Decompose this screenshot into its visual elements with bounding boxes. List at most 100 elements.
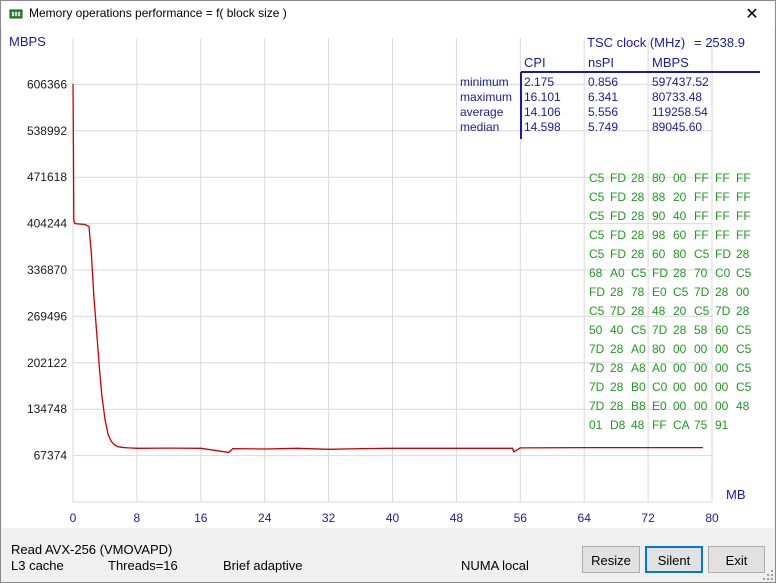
title-bar[interactable]: Memory operations performance = f( block… — [1, 1, 775, 28]
hex-byte: C5 — [589, 209, 605, 223]
hex-byte: FF — [715, 209, 730, 223]
hex-byte: 60 — [715, 323, 729, 337]
hex-byte: 48 — [736, 399, 750, 413]
hex-byte: 00 — [673, 342, 687, 356]
x-tick-label: 48 — [450, 511, 464, 525]
hex-byte: 00 — [736, 285, 750, 299]
stats-header: CPI — [524, 55, 546, 70]
hex-byte: 00 — [694, 361, 708, 375]
data-point — [296, 447, 298, 449]
threads-label: Threads=16 — [108, 558, 178, 573]
resize-grip-icon[interactable] — [763, 570, 773, 580]
hex-byte: FD — [610, 190, 626, 204]
resize-button[interactable]: Resize — [582, 546, 640, 573]
hex-byte: A0 — [631, 342, 646, 356]
data-point — [73, 219, 75, 221]
hex-byte: 01 — [589, 418, 603, 432]
hex-byte: 40 — [673, 209, 687, 223]
hex-byte: B0 — [631, 380, 646, 394]
hex-byte: 28 — [631, 247, 645, 261]
y-tick-label: 134748 — [27, 402, 67, 416]
data-point — [107, 433, 109, 436]
hex-byte: C5 — [736, 266, 752, 280]
close-button[interactable]: ✕ — [729, 1, 775, 28]
operation-label: Read AVX-256 (VMOVAPD) — [11, 542, 173, 557]
tsc-clock-value: = 2538.9 — [694, 35, 745, 50]
data-point — [117, 445, 119, 448]
hex-byte: C5 — [694, 304, 710, 318]
y-tick-label: 606366 — [27, 77, 67, 91]
hex-byte: C5 — [736, 342, 752, 356]
hex-byte: D8 — [610, 418, 626, 432]
stats-mbps-value: 80733.48 — [652, 90, 702, 104]
hex-byte: 00 — [673, 380, 687, 394]
data-point — [124, 446, 126, 449]
data-point — [647, 446, 649, 449]
hex-byte: C5 — [589, 247, 605, 261]
hex-byte: 7D — [694, 285, 710, 299]
hex-byte: 88 — [652, 190, 666, 204]
mode-label: Brief adaptive — [223, 558, 303, 573]
x-tick-label: 0 — [70, 511, 77, 525]
hex-byte: C5 — [694, 247, 710, 261]
hex-byte: FF — [694, 171, 709, 185]
stats-row-name: minimum — [460, 75, 509, 89]
data-point — [72, 143, 74, 145]
hex-byte: FD — [652, 266, 668, 280]
x-tick-label: 72 — [641, 511, 655, 525]
hex-byte: C0 — [652, 380, 668, 394]
stats-cpi-value: 14.598 — [524, 120, 561, 134]
hex-byte: 28 — [631, 171, 645, 185]
x-tick-label: 80 — [705, 511, 719, 525]
y-tick-label: 471618 — [27, 170, 67, 184]
hex-byte: 20 — [673, 190, 687, 204]
hex-byte: 98 — [652, 228, 666, 242]
hex-byte: A0 — [652, 361, 667, 375]
silent-button[interactable]: Silent — [645, 546, 703, 573]
stats-header: nsPI — [588, 55, 614, 70]
x-tick-label: 24 — [258, 511, 272, 525]
data-point — [93, 294, 95, 296]
hex-byte: 28 — [610, 399, 624, 413]
stats-nspi-value: 6.341 — [588, 90, 618, 104]
stats-mbps-value: 119258.54 — [652, 105, 708, 119]
series-line — [72, 84, 703, 454]
stats-nspi-value: 5.749 — [588, 120, 618, 134]
hex-byte: 28 — [736, 247, 750, 261]
hex-byte: 7D — [652, 323, 668, 337]
window-title: Memory operations performance = f( block… — [29, 6, 287, 20]
hex-byte: C5 — [631, 266, 647, 280]
hex-byte: 00 — [673, 171, 687, 185]
hex-byte: A8 — [631, 361, 646, 375]
hex-byte: FF — [715, 228, 730, 242]
y-tick-label: 538992 — [27, 124, 67, 138]
hex-byte: FF — [694, 190, 709, 204]
hex-byte: 00 — [694, 399, 708, 413]
hex-byte: C5 — [736, 361, 752, 375]
hex-byte: C5 — [736, 323, 752, 337]
x-axis-label: MB — [726, 487, 746, 502]
stats-header: MBPS — [652, 55, 689, 70]
hex-byte: E0 — [652, 399, 667, 413]
hex-byte: FD — [610, 171, 626, 185]
data-point — [128, 447, 130, 449]
x-tick-label: 16 — [194, 511, 208, 525]
stats-mbps-value: 89045.60 — [652, 120, 702, 134]
hex-byte: 28 — [673, 323, 687, 337]
stats-nspi-value: 5.556 — [588, 105, 618, 119]
hex-byte: B8 — [631, 399, 646, 413]
hex-byte: 78 — [631, 285, 645, 299]
data-point — [74, 223, 76, 225]
hex-byte: C5 — [673, 285, 689, 299]
data-point — [84, 223, 86, 226]
data-point — [80, 223, 82, 225]
hex-byte: 20 — [673, 304, 687, 318]
exit-button[interactable]: Exit — [708, 546, 765, 573]
hex-byte: 58 — [694, 323, 708, 337]
stats-nspi-value: 0.856 — [588, 75, 618, 89]
hex-byte: 60 — [673, 228, 687, 242]
hex-byte: C5 — [631, 323, 647, 337]
hex-byte: FF — [694, 228, 709, 242]
tsc-clock-label: TSC clock (MHz) — [587, 35, 685, 50]
